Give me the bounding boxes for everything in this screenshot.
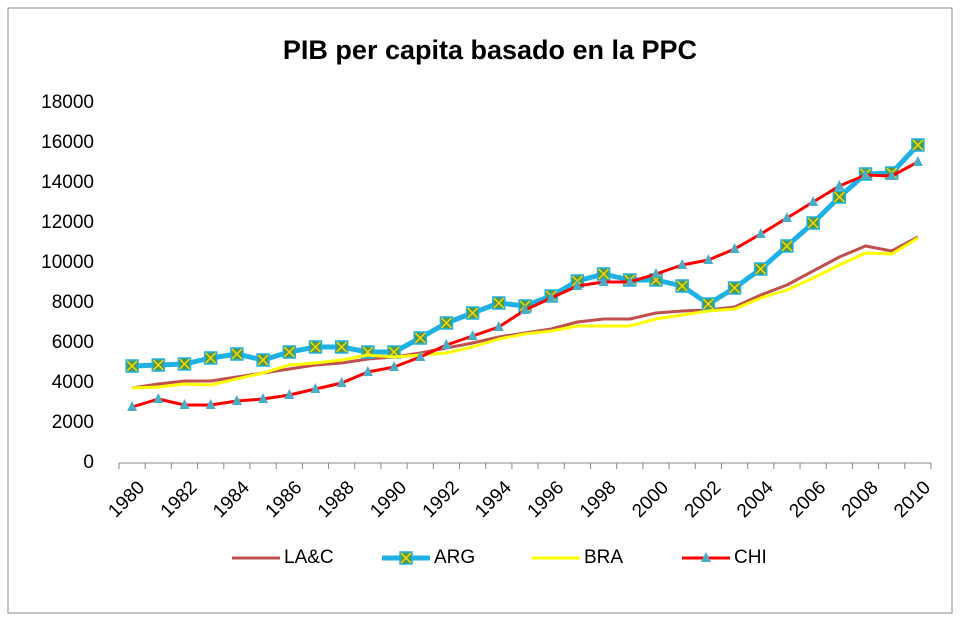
y-tick-label: 14000: [41, 172, 94, 193]
marker-cross: [283, 346, 295, 358]
y-tick-label: 2000: [52, 412, 94, 433]
marker: [703, 254, 714, 264]
y-tick-label: 18000: [41, 92, 94, 113]
marker: [127, 401, 138, 411]
y-tick-label: 6000: [52, 332, 94, 353]
marker: [258, 393, 269, 403]
marker: [520, 304, 530, 314]
marker: [781, 212, 792, 222]
marker: [389, 361, 400, 371]
marker: [415, 351, 426, 361]
marker-cross: [781, 240, 793, 252]
marker: [808, 196, 819, 206]
marker: [179, 399, 190, 409]
marker: [701, 552, 711, 562]
marker: [284, 389, 295, 399]
y-tick-label: 10000: [41, 252, 94, 273]
marker-cross: [126, 360, 138, 372]
marker: [467, 330, 478, 340]
marker-cross: [440, 317, 452, 329]
marker-cross: [729, 282, 741, 294]
marker: [834, 180, 845, 190]
marker: [231, 395, 242, 405]
legend-label: LA&C: [284, 547, 334, 568]
marker-cross: [309, 341, 321, 353]
marker-cross: [205, 352, 217, 364]
marker: [598, 276, 609, 286]
marker-cross: [598, 268, 610, 280]
marker: [205, 399, 216, 409]
y-tick-label: 0: [83, 452, 94, 473]
marker: [860, 169, 871, 179]
marker: [729, 243, 740, 253]
marker-cross: [178, 358, 191, 370]
marker: [310, 383, 321, 393]
y-tick-label: 12000: [41, 212, 94, 233]
marker: [441, 339, 452, 349]
marker-cross: [493, 297, 505, 309]
marker-cross: [912, 139, 924, 151]
y-tick-label: 4000: [52, 372, 94, 393]
marker: [650, 268, 661, 278]
marker: [546, 292, 557, 302]
marker-cross: [152, 359, 164, 371]
marker: [912, 156, 923, 166]
marker-cross: [231, 348, 243, 360]
marker-cross: [833, 191, 845, 203]
marker-cross: [414, 332, 426, 344]
marker-cross: [467, 307, 479, 319]
marker: [886, 170, 897, 180]
series-line: [132, 236, 919, 390]
marker-cross: [257, 354, 269, 366]
marker-cross: [702, 298, 714, 310]
chart-title: PIB per capita basado en la PPC: [283, 35, 697, 65]
marker: [572, 280, 583, 290]
marker: [755, 228, 766, 238]
marker: [362, 366, 373, 376]
marker-cross: [807, 217, 819, 229]
marker-cross: [676, 280, 688, 292]
marker-cross: [400, 552, 412, 564]
marker-cross: [336, 341, 348, 353]
marker-cross: [755, 263, 767, 275]
legend-label: BRA: [584, 547, 623, 568]
marker: [336, 377, 347, 387]
legend-label: ARG: [434, 547, 475, 568]
y-tick-label: 8000: [52, 292, 94, 313]
marker: [153, 393, 164, 403]
marker: [493, 321, 504, 331]
y-tick-label: 16000: [41, 132, 94, 153]
marker: [624, 276, 635, 286]
marker: [677, 259, 688, 269]
legend-label: CHI: [734, 547, 767, 568]
